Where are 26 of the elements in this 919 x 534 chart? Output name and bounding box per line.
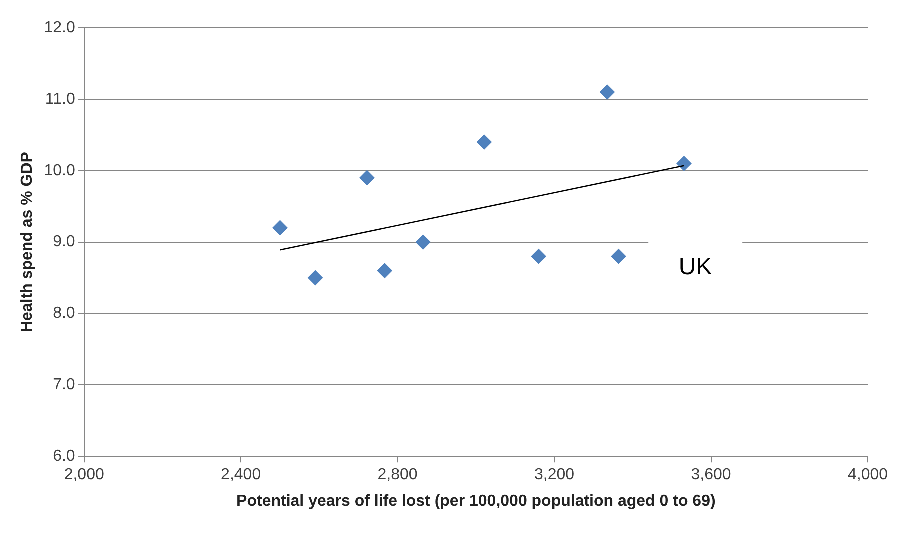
point [360, 170, 375, 186]
y-tick-label: 12.0 [44, 19, 76, 36]
point [676, 156, 692, 172]
y-tick-label: 11.0 [45, 90, 76, 108]
x-tick-label: 2,800 [378, 466, 418, 484]
point [272, 220, 288, 236]
point [476, 134, 492, 150]
x-tick-label: 3,200 [534, 466, 575, 484]
y-tick-label: 10.0 [44, 162, 76, 180]
point [531, 249, 546, 264]
y-tick-label: 8.0 [53, 305, 76, 322]
y-tick-label: 7.0 [53, 376, 76, 394]
point [600, 84, 615, 100]
y-tick-label: 9.0 [53, 234, 76, 251]
y-tick-label: 6.0 [53, 448, 76, 466]
x-tick-label: 3,600 [691, 466, 732, 484]
point [308, 270, 324, 286]
point [611, 249, 626, 264]
y-axis-title: Health spend as % GDP [19, 152, 36, 333]
point [377, 263, 392, 278]
annotation: UK [678, 254, 712, 281]
x-tick-label: 2,000 [64, 466, 104, 484]
point [416, 234, 431, 250]
x-tick-label: 2,400 [221, 466, 262, 484]
x-tick-label: 4,000 [848, 466, 888, 484]
x-axis-title: Potential years of life lost (per 100,000 population aged 0 to 69) [236, 492, 716, 510]
